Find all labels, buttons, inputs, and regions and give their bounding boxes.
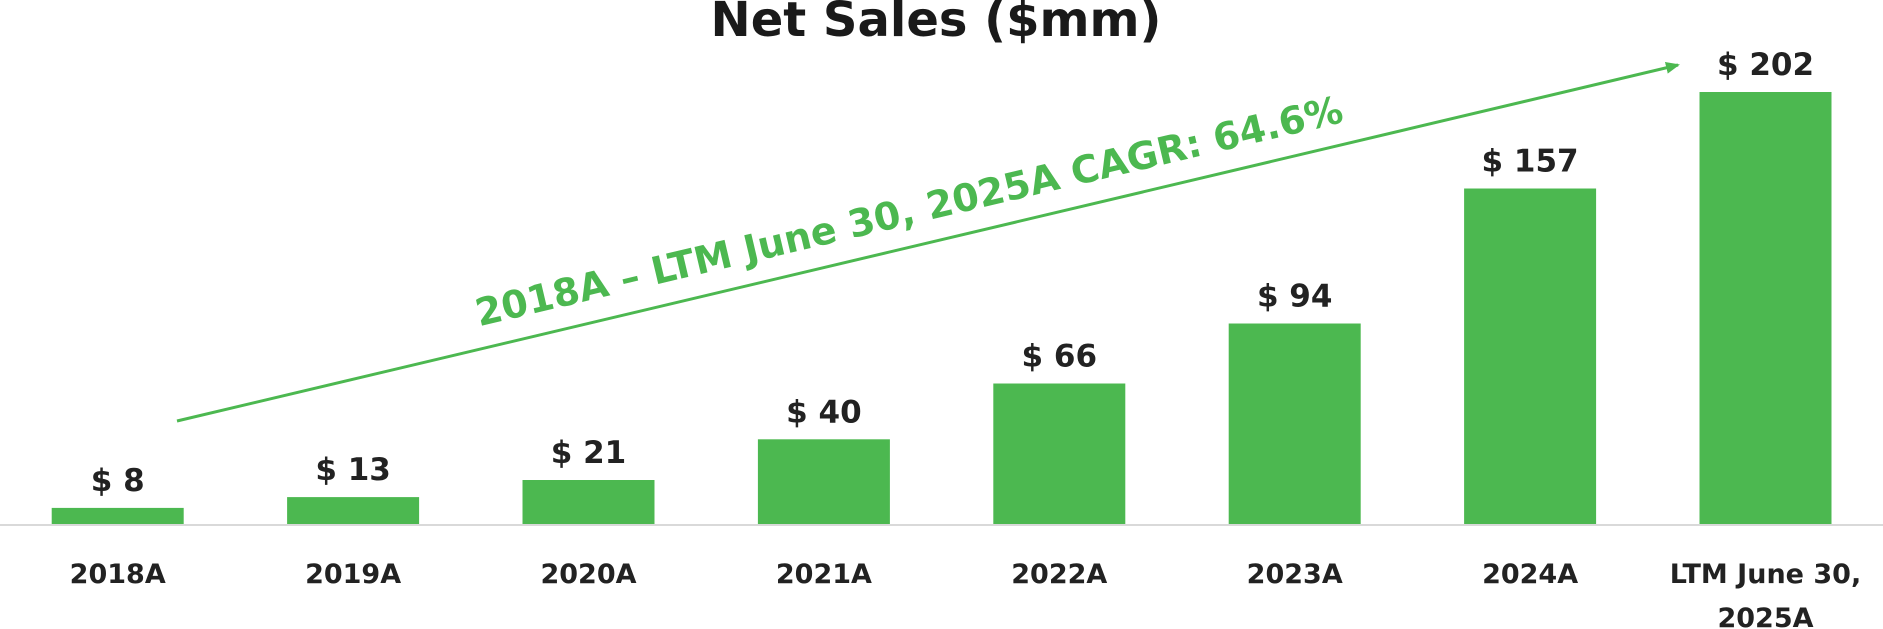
category-label-2: 2020A [540,559,636,590]
category-label-line: 2019A [305,559,401,590]
bar-3 [757,439,890,525]
category-label-6: 2024A [1482,559,1578,590]
category-labels-group: 2018A 2019A 2020A 2021A 2022A 2023A 2024A LTM J… [70,559,1862,629]
bar-4 [993,383,1126,525]
value-label-0: $ 8 [91,463,145,499]
category-label-line: 2022A [1011,559,1107,590]
value-labels-group: $ 8 $ 13 $ 21 $ 40 $ 66 $ 94 $ 157 $ 202 [91,47,1814,499]
category-label-0: 2018A [70,559,166,590]
category-label-line: 2025A [1717,603,1813,629]
category-label-4: 2022A [1011,559,1107,590]
bar-7 [1699,92,1832,525]
value-label-4: $ 66 [1022,339,1098,375]
bar-2 [522,480,655,525]
category-label-5: 2023A [1247,559,1343,590]
value-label-1: $ 13 [315,452,391,488]
bars-group [51,92,1832,525]
chart-title: Net Sales ($mm) [711,0,1162,48]
value-label-7: $ 202 [1717,47,1814,83]
cagr-trend-arrow [176,61,1680,423]
value-label-6: $ 157 [1482,144,1579,180]
category-label-line: 2023A [1247,559,1343,590]
value-label-2: $ 21 [551,435,627,471]
bar-1 [287,497,420,525]
category-label-7: LTM June 30, 2025A [1670,559,1861,629]
cagr-annotation: 2018A – LTM June 30, 2025A CAGR: 64.6% [471,88,1347,335]
category-label-line: LTM June 30, [1670,559,1861,590]
value-label-3: $ 40 [786,394,862,430]
category-label-line: 2021A [776,559,872,590]
category-label-1: 2019A [305,559,401,590]
category-label-3: 2021A [776,559,872,590]
value-label-5: $ 94 [1257,279,1333,315]
category-label-line: 2018A [70,559,166,590]
bar-6 [1464,188,1597,525]
bar-5 [1228,323,1361,525]
category-label-line: 2020A [540,559,636,590]
bar-0 [51,507,184,525]
category-label-line: 2024A [1482,559,1578,590]
